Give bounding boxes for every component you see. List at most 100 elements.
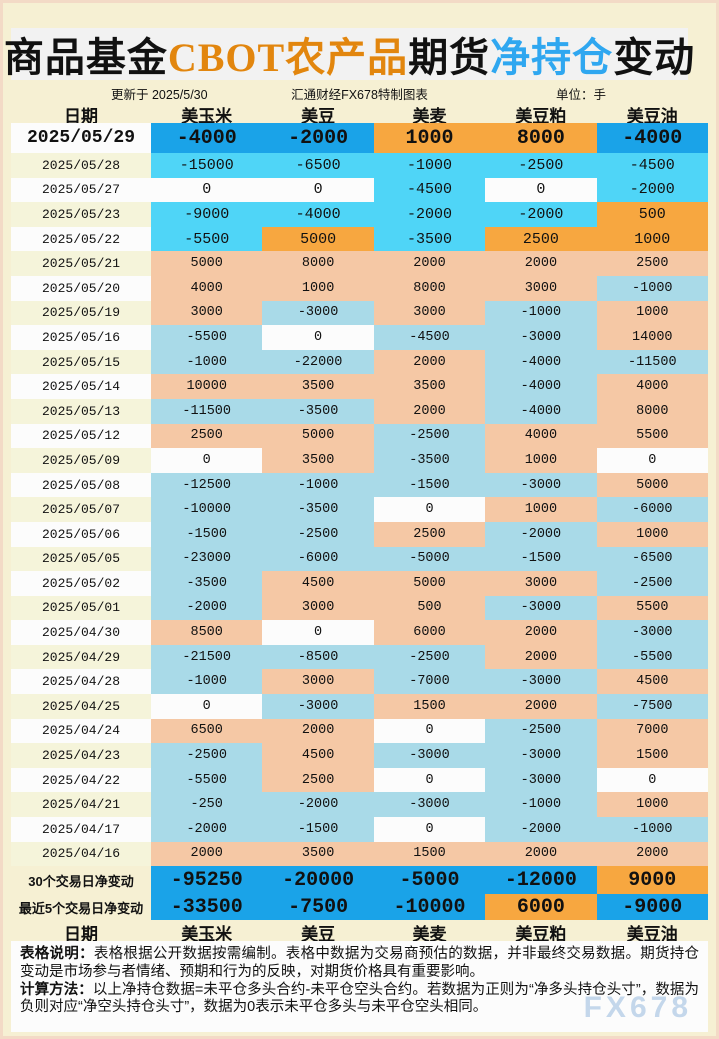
table-row: 2025/04/17 -2000 -1500 0 -2000 -1000 [11, 817, 708, 842]
table-row: 2025/04/22 -5500 2500 0 -3000 0 [11, 767, 708, 793]
column-header-cell: 美豆 [301, 925, 336, 945]
value-cell: 2000 [485, 251, 597, 276]
value-cell: -1000 [485, 792, 597, 818]
value-cell: -3000 [485, 669, 597, 695]
value-cell: -1500 [262, 817, 374, 842]
title-segment: 期货 [408, 35, 491, 80]
value-cell: 5000 [373, 571, 486, 596]
date-cell: 2025/05/05 [11, 546, 151, 572]
date-cell: 2025/04/28 [11, 669, 151, 695]
value-cell: 1000 [596, 300, 708, 326]
summary-value-cell: -10000 [373, 894, 486, 921]
value-cell: 2000 [596, 841, 708, 867]
value-cell: 7000 [596, 718, 708, 744]
summary-label: 最近5个交易日净变动 [11, 894, 151, 921]
value-cell: -4000 [485, 398, 597, 424]
value-cell: 4500 [262, 571, 374, 596]
value-cell: 0 [151, 694, 263, 719]
value-cell: -2000 [151, 595, 263, 621]
value-cell: 4000 [596, 374, 708, 399]
value-cell: -2500 [373, 423, 486, 449]
value-cell: 10000 [151, 374, 263, 399]
value-cell: 3000 [151, 300, 263, 326]
value-cell: -3000 [596, 620, 708, 645]
table-row: 2025/05/21 5000 8000 2000 2000 2500 [11, 251, 708, 276]
value-cell: -2000 [151, 817, 263, 842]
value-cell: 3500 [262, 448, 374, 473]
summary-label: 30个交易日净变动 [11, 866, 151, 895]
value-cell: 2000 [262, 718, 374, 744]
value-cell: 0 [596, 767, 708, 793]
column-header-cell: 美玉米 [181, 925, 233, 945]
column-header-cell: 美麦 [412, 925, 447, 945]
value-cell: -5500 [151, 767, 263, 793]
table-row: 2025/05/20 4000 1000 8000 3000 -1000 [11, 275, 708, 301]
value-cell: -1000 [151, 349, 263, 375]
value-cell: -1500 [373, 472, 486, 498]
fx678-watermark: FX678 [583, 990, 692, 1024]
value-cell: -3500 [373, 226, 486, 252]
table-row: 2025/05/15 -1000 -22000 2000 -4000 -11500 [11, 349, 708, 375]
date-cell: 2025/04/29 [11, 644, 151, 670]
value-cell: 1000 [262, 275, 374, 301]
value-cell: 8500 [151, 620, 263, 645]
note-text: 以上净持仓数据=未平仓多头合约-未平仓空头合约。若数据为正则为“净多头持仓头寸”… [20, 981, 700, 1016]
date-cell: 2025/04/30 [11, 620, 151, 645]
value-cell: -12500 [151, 472, 263, 498]
value-cell: 0 [262, 325, 374, 350]
value-cell: 1500 [373, 841, 486, 867]
title-segment: 商品基金 [3, 35, 168, 80]
summary-row: 30个交易日净变动 -95250 -20000 -5000 -12000 9000 [11, 866, 708, 895]
date-cell: 2025/05/14 [11, 374, 151, 399]
table-row: 2025/05/08 -12500 -1000 -1500 -3000 5000 [11, 472, 708, 498]
value-cell: 5500 [596, 595, 708, 621]
value-cell: 2500 [485, 226, 597, 252]
table-row: 2025/04/21 -250 -2000 -3000 -1000 1000 [11, 792, 708, 818]
value-cell: -3000 [485, 472, 597, 498]
table-row: 2025/05/14 10000 3500 3500 -4000 4000 [11, 374, 708, 399]
value-cell: -3000 [262, 300, 374, 326]
updated-label: 更新于 2025/5/30 [111, 88, 208, 102]
value-cell: -2000 [596, 177, 708, 203]
title-segment: CBOT农产品 [167, 35, 409, 80]
table-row: 2025/05/05 -23000 -6000 -5000 -1500 -6500 [11, 546, 708, 572]
table-row: 2025/05/09 0 3500 -3500 1000 0 [11, 448, 708, 473]
value-cell: 2500 [262, 767, 374, 793]
value-cell: -5500 [596, 644, 708, 670]
value-cell: -250 [151, 792, 263, 818]
value-cell: 8000 [596, 398, 708, 424]
column-header-cell: 美豆油 [626, 107, 678, 126]
value-cell: -10000 [151, 497, 263, 522]
table-row: 2025/05/23 -9000 -4000 -2000 -2000 500 [11, 202, 708, 227]
date-cell: 2025/05/15 [11, 349, 151, 375]
value-cell: -6000 [596, 497, 708, 522]
date-cell: 2025/05/06 [11, 521, 151, 547]
summary-value-cell: -7500 [262, 894, 374, 921]
table-row: 2025/05/12 2500 5000 -2500 4000 5500 [11, 423, 708, 449]
date-cell: 2025/05/13 [11, 398, 151, 424]
value-cell: 8000 [373, 275, 486, 301]
value-cell: -11500 [596, 349, 708, 375]
table-row: 2025/04/24 6500 2000 0 -2500 7000 [11, 718, 708, 744]
value-cell: 2000 [151, 841, 263, 867]
column-header-cell: 美豆粕 [515, 107, 567, 126]
summary-value-cell: 9000 [596, 866, 708, 895]
value-cell: -2000 [262, 792, 374, 818]
table-row: 2025/05/27 0 0 -4500 0 -2000 [11, 177, 708, 203]
value-cell: -22000 [262, 349, 374, 375]
value-cell: 1000 [485, 497, 597, 522]
table-row: 2025/05/16 -5500 0 -4500 -3000 14000 [11, 325, 708, 350]
value-cell: -1000 [373, 153, 486, 178]
table-row: 2025/04/25 0 -3000 1500 2000 -7500 [11, 694, 708, 719]
title-segment: 变动 [613, 35, 696, 80]
value-cell: -3000 [373, 743, 486, 768]
date-cell: 2025/04/21 [11, 792, 151, 818]
value-cell: 14000 [596, 325, 708, 350]
value-cell: 0 [373, 718, 486, 744]
page-title: 商品基金 CBOT农产品 期货 净持仓 变动 [4, 28, 694, 80]
value-cell: -2500 [373, 644, 486, 670]
value-cell: -8500 [262, 644, 374, 670]
summary-value-cell: -9000 [596, 894, 708, 921]
date-cell: 2025/05/20 [11, 275, 151, 301]
value-cell: 5000 [151, 251, 263, 276]
